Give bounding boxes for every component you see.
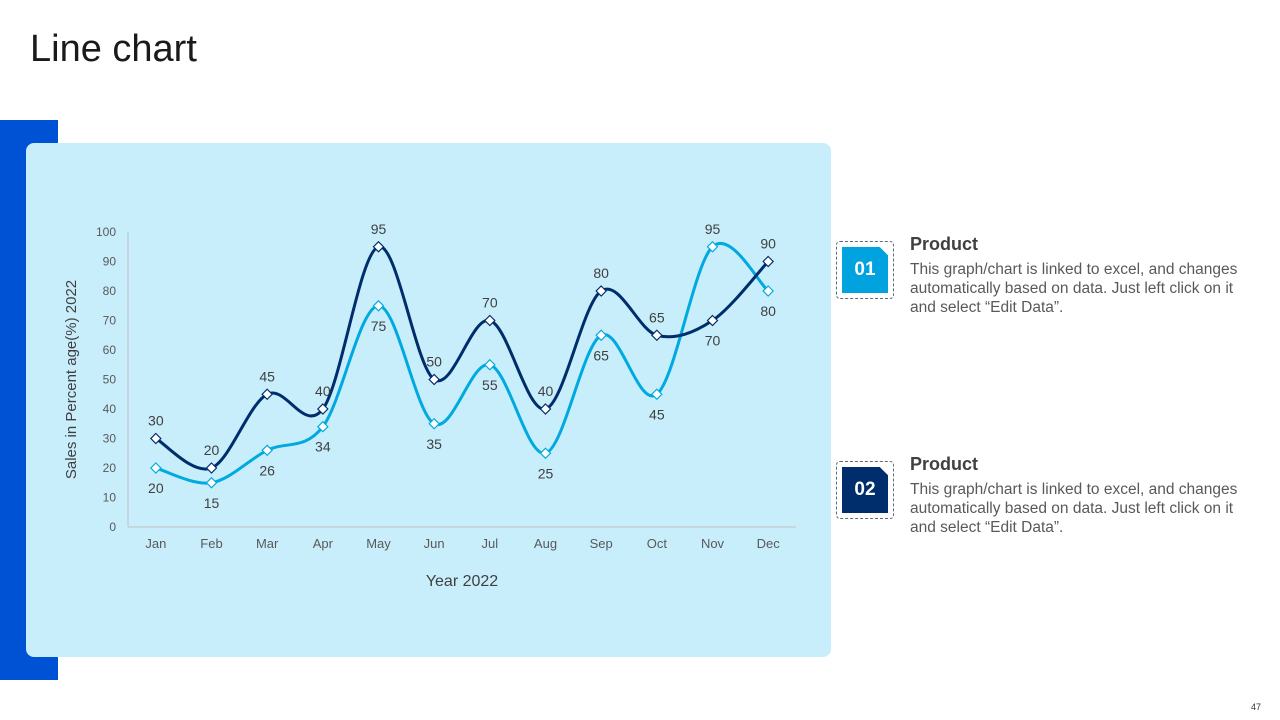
series-1-marker xyxy=(205,462,218,474)
series-1-data-label: 50 xyxy=(426,354,442,370)
series-1-data-label: 80 xyxy=(593,265,609,281)
y-axis-title: Sales in Percent age(%) 2022 xyxy=(63,280,80,479)
series-1-data-label: 70 xyxy=(705,333,721,349)
series-1-data-label: 40 xyxy=(315,383,331,399)
y-tick-label: 10 xyxy=(103,491,117,505)
x-tick-label: Dec xyxy=(757,536,781,551)
badge-02: 02 xyxy=(842,467,888,513)
series-2-marker xyxy=(372,299,385,312)
series-2-line xyxy=(154,242,770,485)
y-tick-label: 50 xyxy=(103,373,117,387)
series-1-marker xyxy=(539,403,552,415)
y-tick-label: 90 xyxy=(103,255,117,269)
series-2-marker xyxy=(261,444,274,457)
series-1-data-label: 95 xyxy=(371,221,387,237)
y-tick-label: 20 xyxy=(103,461,117,475)
x-tick-label: Mar xyxy=(256,536,279,551)
x-tick-label: Feb xyxy=(200,536,222,551)
legend-heading: Product xyxy=(910,234,979,254)
series-2-marker xyxy=(595,329,608,342)
series-1-marker xyxy=(149,432,162,445)
series-2-data-label: 15 xyxy=(204,495,220,511)
series-2-data-label: 75 xyxy=(371,318,387,334)
legend-item-1: 01 Product This graph/chart is linked to… xyxy=(836,234,1256,324)
series-1-marker xyxy=(261,388,274,401)
legend-description: This graph/chart is linked to excel, and… xyxy=(910,261,1238,316)
series-2-marker xyxy=(650,388,663,401)
y-tick-label: 30 xyxy=(103,432,117,446)
series-1-marker xyxy=(650,329,663,342)
series-2-marker xyxy=(483,358,496,371)
y-tick-label: 70 xyxy=(103,314,117,328)
x-tick-label: Jul xyxy=(482,536,499,551)
series-1-line xyxy=(154,245,770,471)
y-tick-label: 0 xyxy=(109,520,116,534)
y-tick-label: 60 xyxy=(103,343,117,357)
y-tick-label: 100 xyxy=(96,225,116,239)
series-2-marker xyxy=(316,420,329,433)
series-1-marker xyxy=(595,285,608,297)
series-2-data-label: 35 xyxy=(426,436,442,452)
x-tick-labels: Jan Feb Mar Apr May Jun Jul Aug Sep Oct Nov Dec xyxy=(145,536,780,551)
series-2-data-label: 25 xyxy=(538,465,554,481)
series-1-data-label: 20 xyxy=(204,442,220,458)
legend-description: This graph/chart is linked to excel, and… xyxy=(910,481,1238,536)
series-1-marker xyxy=(372,240,385,253)
series-2-data-label: 34 xyxy=(315,439,331,455)
x-tick-label: Apr xyxy=(313,536,334,551)
y-tick-label: 80 xyxy=(103,284,117,298)
series-2-marker xyxy=(762,285,775,297)
series-1-data-label: 65 xyxy=(649,309,665,325)
line-chart[interactable]: Sales in Percent age(%) 2022 Year 2022 0… xyxy=(26,143,831,657)
badge-01: 01 xyxy=(842,247,888,293)
x-tick-label: Jan xyxy=(145,536,166,551)
series-2-marker xyxy=(205,476,218,489)
series-1-marker xyxy=(316,403,329,415)
x-tick-label: Jun xyxy=(424,536,445,551)
series-2-data-label: 26 xyxy=(259,462,275,478)
x-tick-label: Aug xyxy=(534,536,557,551)
x-tick-label: Nov xyxy=(701,536,725,551)
series-1-marker xyxy=(483,314,496,327)
legend-item-2: 02 Product This graph/chart is linked to… xyxy=(836,454,1256,544)
chart-panel xyxy=(26,143,831,657)
y-tick-labels: 0 10 20 30 40 50 60 70 80 90 100 xyxy=(96,225,116,534)
series-2-marker xyxy=(539,447,552,460)
series-2-marker xyxy=(149,462,162,474)
legend-heading: Product xyxy=(910,454,979,474)
series-2-data-label: 55 xyxy=(482,377,498,393)
x-tick-label: May xyxy=(366,536,391,551)
x-tick-label: Oct xyxy=(647,536,668,551)
series-1-data-label: 70 xyxy=(482,295,498,311)
series-2-marker xyxy=(706,240,719,253)
y-axis-title-group: Sales in Percent age(%) 2022 xyxy=(63,280,80,479)
series-1-data-label: 90 xyxy=(760,236,776,252)
y-tick-label: 40 xyxy=(103,402,117,416)
series-2-data-label: 95 xyxy=(705,221,721,237)
series-2-data-label: 20 xyxy=(148,480,164,496)
x-axis-title: Year 2022 xyxy=(426,573,498,590)
slide-title: Line chart xyxy=(30,28,197,70)
series-2-data-label: 65 xyxy=(593,347,609,363)
badge-frame: 01 xyxy=(836,241,894,299)
x-tick-label: Sep xyxy=(590,536,613,551)
series-1-marker xyxy=(762,255,775,268)
series-1-marker xyxy=(428,373,441,386)
series-2-data-label: 45 xyxy=(649,406,665,422)
badge-frame: 02 xyxy=(836,461,894,519)
series-2-marker xyxy=(428,417,441,430)
series-1-data-label: 40 xyxy=(538,383,554,399)
series-1-marker xyxy=(706,314,719,327)
series-1-data-label: 30 xyxy=(148,413,164,429)
series-1-data-label: 45 xyxy=(259,368,275,384)
series-layer: 20 15 26 34 75 35 55 25 65 45 95 80 30 20 45 40 95 50 70 40… xyxy=(148,221,776,511)
page-number: 47 xyxy=(1250,702,1261,712)
series-2-data-label: 80 xyxy=(760,303,776,319)
